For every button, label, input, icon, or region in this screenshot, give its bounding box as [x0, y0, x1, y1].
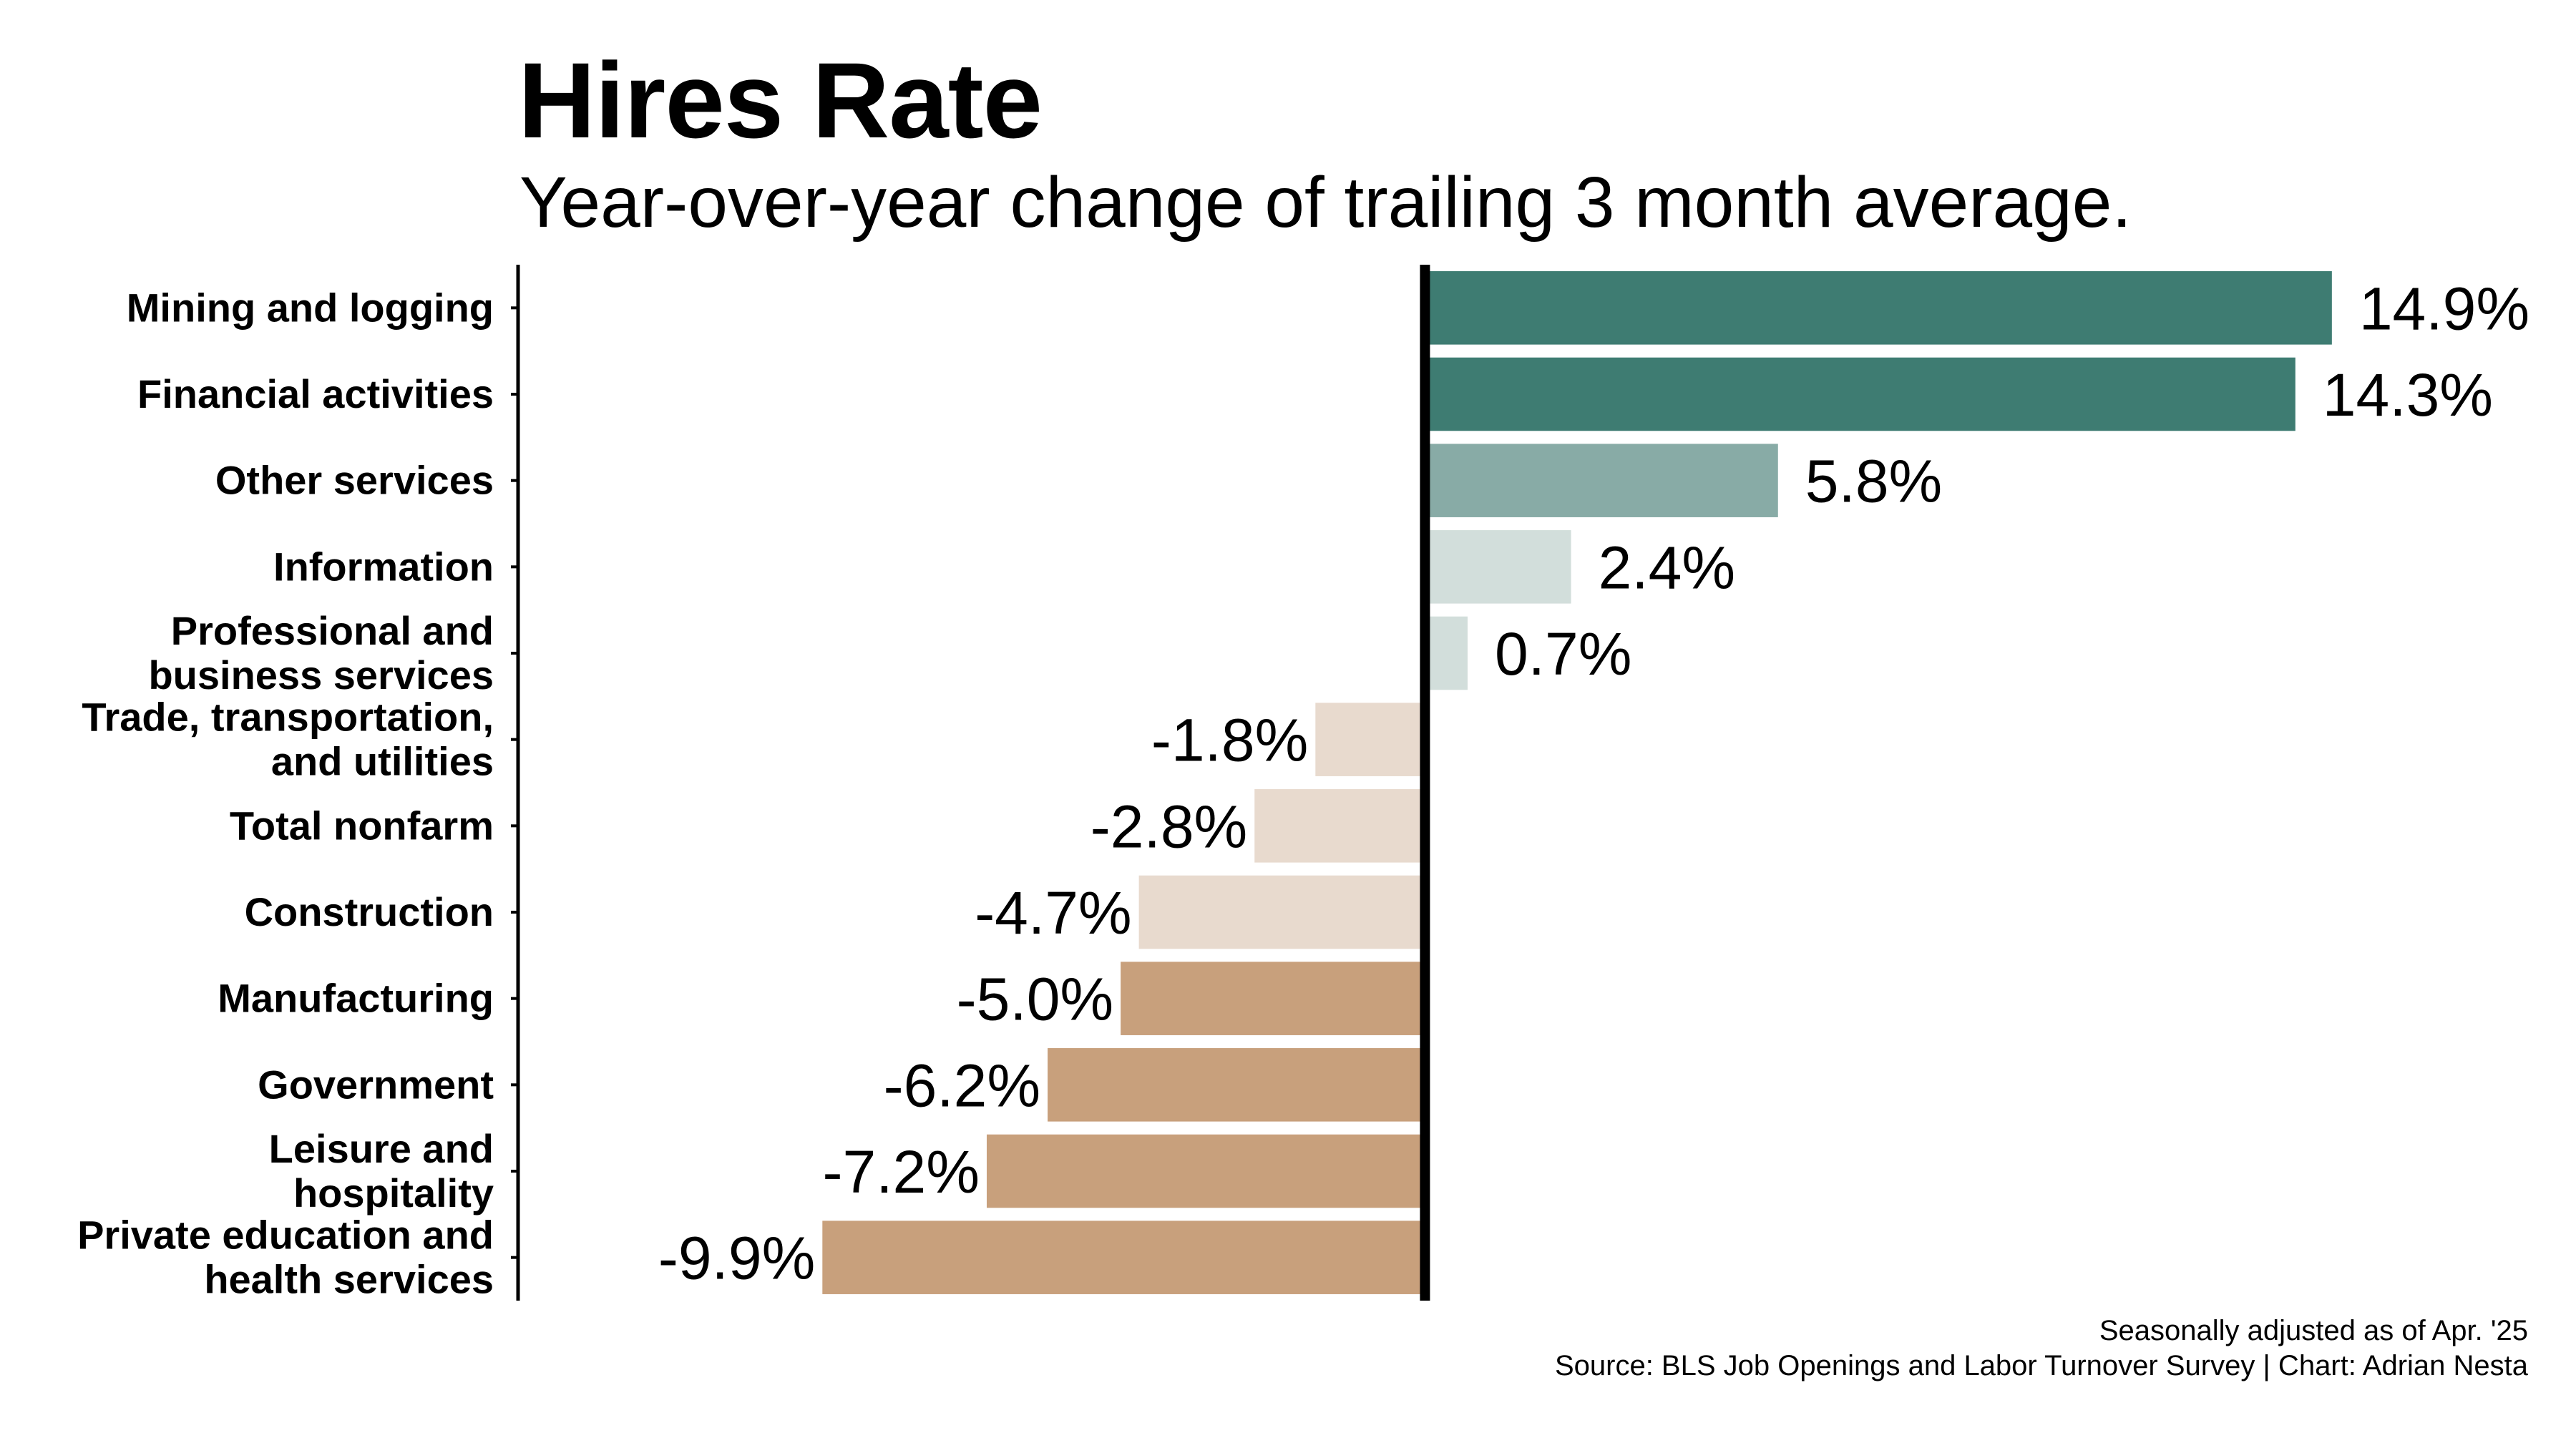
bar: [986, 1134, 1425, 1208]
chart-title: Hires Rate: [518, 40, 1043, 160]
chart-footer: Seasonally adjusted as of Apr. '25 Sourc…: [1555, 1314, 2528, 1384]
bar: [1425, 357, 2296, 431]
bar: [1254, 789, 1425, 863]
bar: [1425, 616, 1468, 690]
bar: [1048, 1048, 1425, 1122]
value-label: 14.9%: [2359, 275, 2529, 342]
bar: [1425, 271, 2332, 345]
category-label: Manufacturing: [218, 976, 494, 1021]
value-label: 0.7%: [1495, 620, 1631, 688]
value-label: -7.2%: [823, 1138, 980, 1205]
category-label: Private education and health services: [77, 1213, 494, 1302]
bar: [822, 1221, 1425, 1294]
category-label: Mining and logging: [127, 285, 494, 330]
category-label: Government: [258, 1062, 494, 1107]
value-label: -1.8%: [1151, 707, 1308, 774]
category-label: Information: [273, 544, 494, 589]
value-label: -4.7%: [975, 879, 1131, 947]
category-label: Other services: [215, 458, 494, 503]
category-label: Financial activities: [137, 371, 494, 416]
bar: [1121, 962, 1425, 1035]
category-label: Leisure and hospitality: [269, 1126, 494, 1216]
bar: [1138, 875, 1425, 949]
footer-source: Source: BLS Job Openings and Labor Turno…: [1554, 1350, 2528, 1381]
value-label: 2.4%: [1599, 534, 1735, 601]
category-label: Trade, transportation, and utilities: [82, 695, 494, 784]
bar: [1315, 703, 1425, 776]
value-label: -9.9%: [658, 1225, 815, 1292]
footer-note: Seasonally adjusted as of Apr. '25: [2099, 1315, 2528, 1346]
bar: [1425, 444, 1778, 517]
category-label: Total nonfarm: [230, 803, 494, 848]
chart-subtitle: Year-over-year change of trailing 3 mont…: [519, 162, 2132, 243]
value-label: 5.8%: [1805, 448, 1942, 515]
bar: [1425, 530, 1571, 604]
value-label: -2.8%: [1091, 793, 1247, 860]
value-label: -5.0%: [957, 966, 1113, 1033]
value-label: -6.2%: [884, 1052, 1040, 1119]
category-label: Professional and business services: [148, 608, 494, 698]
value-label: 14.3%: [2323, 361, 2493, 429]
category-label: Construction: [245, 889, 494, 934]
